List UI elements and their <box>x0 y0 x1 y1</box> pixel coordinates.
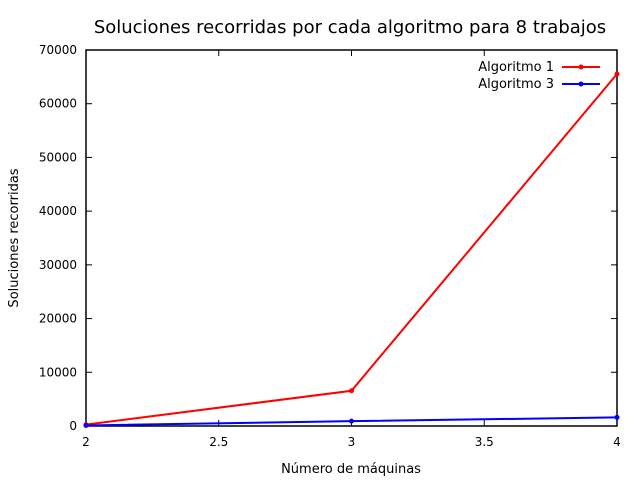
chart-title: Soluciones recorridas por cada algoritmo… <box>94 17 606 38</box>
x-tick-label: 4 <box>613 435 621 449</box>
legend-label: Algoritmo 1 <box>478 60 554 75</box>
x-tick-label: 3 <box>348 435 356 449</box>
y-tick-label: 60000 <box>39 97 77 111</box>
data-point <box>614 414 620 420</box>
axis-ticks: 2 2.5 3 3.5 4 0 10000 20000 30000 40000 50000 60000… <box>39 43 621 449</box>
y-tick-label: 50000 <box>39 150 77 164</box>
y-axis-label: Soluciones recorridas <box>7 168 22 307</box>
y-tick-label: 70000 <box>39 43 77 57</box>
legend: Algoritmo 1 Algoritmo 3 <box>478 60 600 92</box>
y-tick-label: 30000 <box>39 258 77 272</box>
y-tick-label: 20000 <box>39 312 77 326</box>
y-tick-label: 10000 <box>39 365 77 379</box>
plot-border <box>85 49 618 427</box>
series-line-1 <box>85 73 618 426</box>
series-layer <box>83 71 620 428</box>
x-tick-label: 2.5 <box>209 435 228 449</box>
data-point <box>349 418 354 424</box>
x-axis-label: Número de máquinas <box>281 462 421 477</box>
data-point <box>614 71 620 77</box>
legend-swatch-point <box>578 81 584 87</box>
legend-label: Algoritmo 3 <box>478 77 554 92</box>
legend-swatch-point <box>578 64 584 70</box>
x-tick-label: 3.5 <box>475 435 494 449</box>
y-tick-label: 0 <box>69 419 77 433</box>
data-point <box>83 422 89 428</box>
data-point <box>349 388 354 394</box>
y-tick-label: 40000 <box>39 204 77 218</box>
plot-area <box>85 49 618 427</box>
x-tick-label: 2 <box>82 435 90 449</box>
